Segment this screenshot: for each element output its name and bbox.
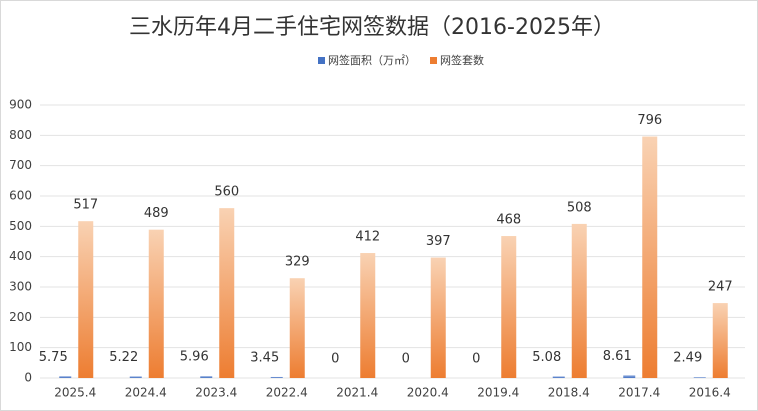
bar: [289, 278, 305, 378]
bar: [501, 236, 517, 378]
value-label: 2.49: [673, 351, 702, 366]
x-tick-label: 2024.4: [125, 386, 167, 400]
y-tick-label: 300: [9, 280, 32, 294]
x-tick-label: 2025.4: [54, 386, 96, 400]
x-tick-label: 2019.4: [477, 386, 519, 400]
y-tick-label: 800: [9, 128, 32, 142]
legend-swatch: [430, 57, 437, 64]
value-label: 5.22: [109, 350, 138, 365]
y-tick-label: 400: [9, 249, 32, 263]
value-label: 5.75: [39, 350, 68, 365]
x-tick-label: 2016.4: [689, 386, 731, 400]
value-label: 0: [331, 352, 339, 367]
x-tick-label: 2018.4: [548, 386, 590, 400]
y-tick-label: 600: [9, 189, 32, 203]
chart-title: 三水历年4月二手住宅网签数据（2016-2025年）: [129, 15, 615, 40]
bar: [430, 257, 446, 378]
value-label: 5.08: [532, 350, 561, 365]
value-label: 0: [472, 352, 480, 367]
bar: [552, 376, 565, 378]
value-label: 247: [708, 280, 733, 295]
value-label: 329: [285, 255, 310, 270]
x-tick-label: 2020.4: [407, 386, 449, 400]
value-label: 3.45: [250, 350, 279, 365]
bar: [623, 375, 636, 378]
x-tick-label: 2017.4: [618, 386, 660, 400]
bar: [712, 303, 728, 378]
bar: [59, 376, 72, 378]
value-label: 0: [402, 352, 410, 367]
legend-label: 网签面积（万㎡）: [328, 53, 416, 67]
bar: [270, 376, 283, 378]
y-tick-label: 100: [9, 340, 32, 354]
bar: [693, 377, 706, 378]
bar: [148, 229, 164, 378]
value-label: 8.61: [603, 349, 632, 364]
bar: [78, 221, 94, 378]
y-tick-label: 900: [9, 98, 32, 112]
bar: [642, 136, 658, 378]
value-label: 517: [73, 198, 98, 213]
value-label: 468: [496, 213, 521, 228]
value-label: 796: [637, 113, 662, 128]
bar: [200, 376, 213, 378]
y-tick-label: 700: [9, 158, 32, 172]
value-label: 508: [567, 200, 592, 215]
bar: [571, 223, 587, 378]
bar: [360, 253, 376, 378]
value-label: 412: [355, 230, 380, 245]
bar: [219, 208, 235, 378]
x-tick-label: 2021.4: [336, 386, 378, 400]
y-tick-label: 0: [24, 371, 32, 385]
x-tick-label: 2023.4: [195, 386, 237, 400]
value-label: 560: [214, 185, 239, 200]
value-label: 489: [144, 206, 169, 221]
bar: [129, 376, 142, 378]
y-tick-label: 500: [9, 219, 32, 233]
y-tick-label: 200: [9, 310, 32, 324]
legend-swatch: [318, 57, 325, 64]
value-label: 5.96: [180, 350, 209, 365]
legend-label: 网签套数: [440, 53, 484, 67]
x-tick-label: 2022.4: [266, 386, 308, 400]
value-label: 397: [426, 234, 451, 249]
